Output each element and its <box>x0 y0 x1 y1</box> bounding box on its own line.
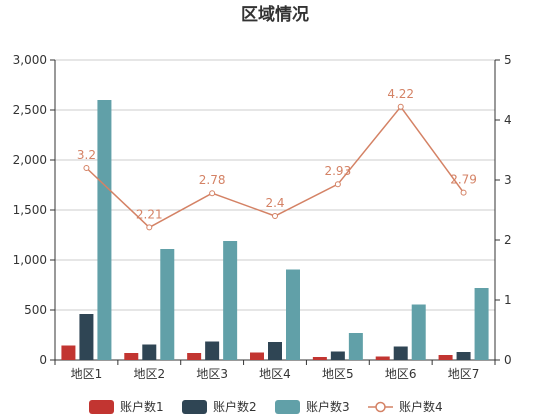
axes: 0 500 1,000 1,500 2,000 2,500 3,000 0 1 2 3 4 5 地区1 地区… <box>13 53 512 381</box>
y-right-tick-label: 1 <box>504 293 512 307</box>
legend-marker-icon <box>375 401 386 413</box>
x-tick-label: 地区7 <box>448 367 480 381</box>
chart-title: 区域情况 <box>241 4 309 25</box>
legend-label: 账户数3 <box>306 399 350 414</box>
y-right-tick-label: 5 <box>504 53 512 67</box>
legend-item[interactable]: 账户数2 <box>182 399 257 414</box>
data-label: 3.2 <box>77 148 96 162</box>
line-point[interactable] <box>83 165 90 171</box>
bar[interactable] <box>223 241 238 360</box>
bar[interactable] <box>312 357 327 360</box>
line-point[interactable] <box>334 181 341 188</box>
x-tick-label: 地区5 <box>322 367 354 381</box>
y-left-tick-label: 1,000 <box>13 253 47 267</box>
data-label: 2.79 <box>450 173 477 187</box>
bar[interactable] <box>250 352 264 361</box>
line-point[interactable] <box>272 213 278 219</box>
bar[interactable] <box>124 353 139 360</box>
bar[interactable] <box>79 314 94 360</box>
gridlines <box>55 59 495 311</box>
bar[interactable] <box>348 333 363 360</box>
bar[interactable] <box>286 269 300 361</box>
bar[interactable] <box>375 356 390 361</box>
data-labels: 3.2 2.21 2.78 2.4 2.93 4.22 2.79 <box>77 87 477 222</box>
x-tick-label: 地区6 <box>385 367 417 381</box>
bar[interactable] <box>97 100 112 360</box>
legend-swatch-icon <box>89 400 114 414</box>
legend-label: 账户数1 <box>120 399 164 414</box>
data-label: 4.22 <box>387 87 414 101</box>
bar[interactable] <box>268 342 282 360</box>
y-right-tick-label: 2 <box>504 233 512 247</box>
data-label: 2.78 <box>199 173 226 187</box>
line-point[interactable] <box>209 190 216 197</box>
bar[interactable] <box>330 351 345 361</box>
data-label: 2.93 <box>324 164 351 178</box>
legend-swatch-icon <box>275 400 300 414</box>
x-tick-label: 地区1 <box>71 367 103 381</box>
data-label: 2.21 <box>136 207 163 221</box>
y-left-tick-label: 3,000 <box>13 53 47 67</box>
bar[interactable] <box>393 346 408 361</box>
bar[interactable] <box>474 288 489 360</box>
y-right-tick-label: 3 <box>504 173 512 187</box>
y-left-tick-label: 1,500 <box>13 203 47 217</box>
y-left-tick-label: 500 <box>24 303 47 317</box>
bar[interactable] <box>411 304 426 361</box>
line-point[interactable] <box>397 103 404 110</box>
x-tick-label: 地区2 <box>133 367 165 381</box>
y-right-tick-label: 4 <box>504 113 512 127</box>
bar[interactable] <box>160 249 175 360</box>
line-series <box>83 103 467 231</box>
line-point[interactable] <box>146 224 153 231</box>
bar[interactable] <box>438 355 453 360</box>
y-right-tick-label: 0 <box>504 353 512 367</box>
data-label: 2.4 <box>265 196 284 210</box>
legend-item[interactable]: 账户数4 <box>368 399 443 414</box>
legend-swatch-icon <box>182 400 207 414</box>
legend-item[interactable]: 账户数1 <box>89 399 164 414</box>
line-point[interactable] <box>460 189 467 196</box>
y-left-tick-label: 2,000 <box>13 153 47 167</box>
bar[interactable] <box>205 341 220 361</box>
bar[interactable] <box>61 345 76 361</box>
bars <box>61 100 489 361</box>
bar[interactable] <box>142 344 157 361</box>
legend-item[interactable]: 账户数3 <box>275 399 350 414</box>
bar[interactable] <box>456 352 471 360</box>
legend-label: 账户数2 <box>213 399 257 414</box>
y-left-tick-label: 0 <box>39 353 47 367</box>
bar[interactable] <box>187 353 202 360</box>
x-tick-label: 地区4 <box>259 367 291 381</box>
x-tick-label: 地区3 <box>196 367 228 381</box>
legend-label: 账户数4 <box>399 399 443 414</box>
y-left-tick-label: 2,500 <box>13 103 47 117</box>
legend[interactable]: 账户数1 账户数2 账户数3 账户数4 <box>89 399 443 414</box>
